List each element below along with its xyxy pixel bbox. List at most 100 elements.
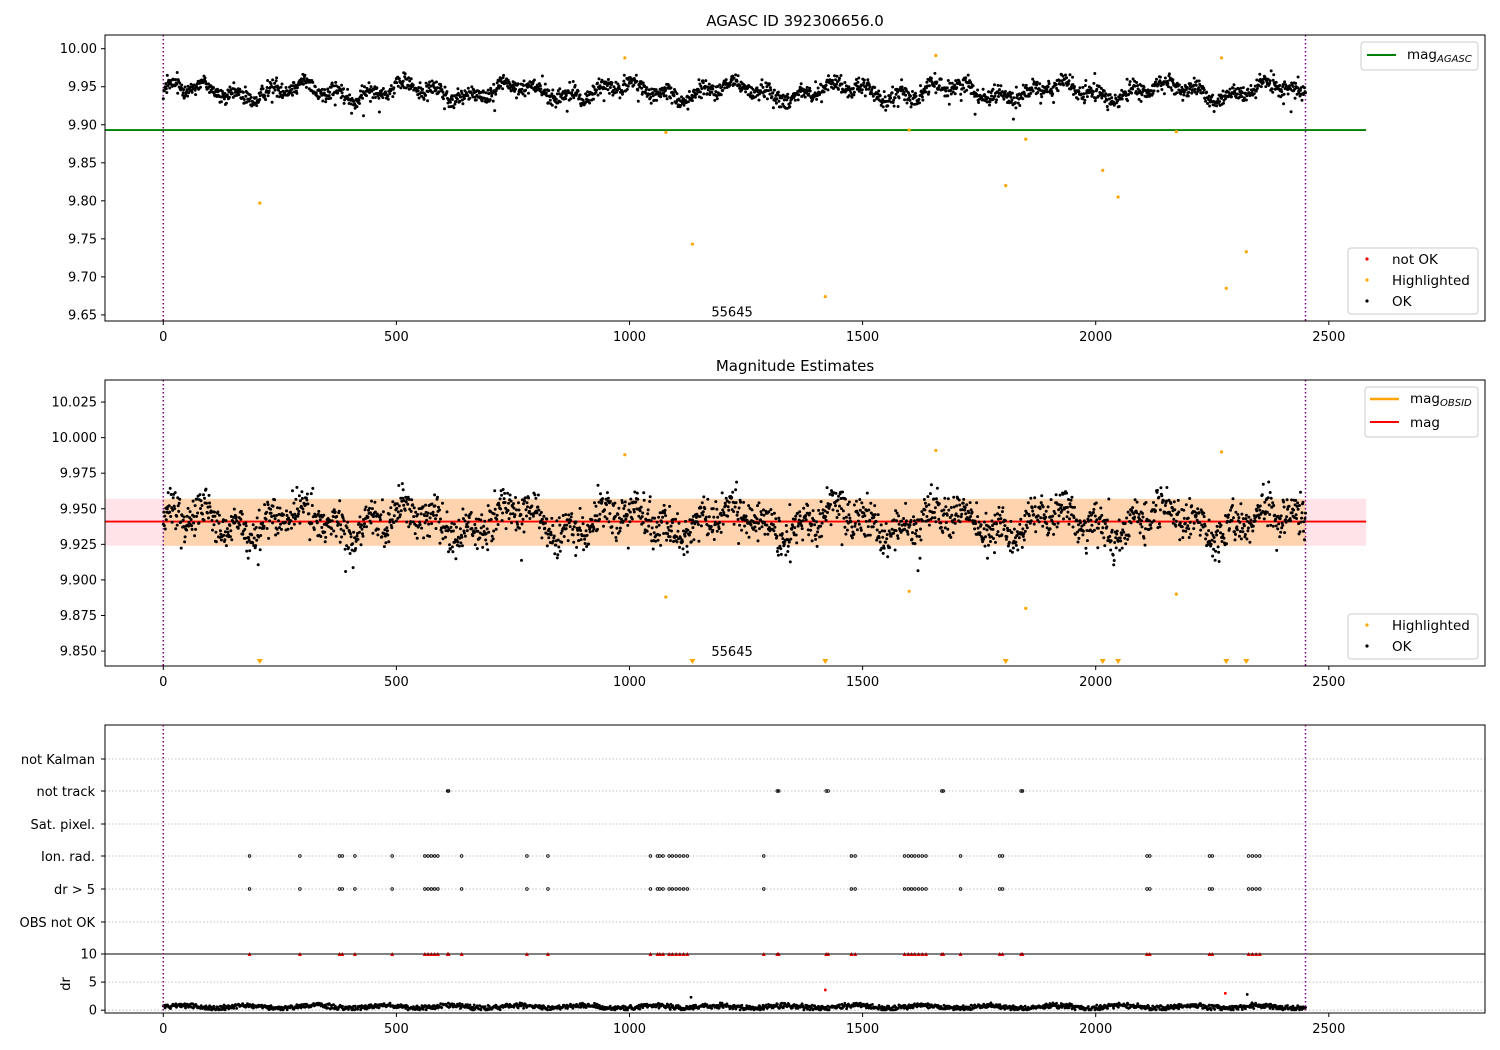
flag-row-label: dr > 5 [54,883,95,898]
ok-point [376,527,380,531]
ok-point [569,515,573,519]
ok-point [836,498,840,502]
ok-point [693,95,697,99]
ok-point [1178,521,1182,525]
ok-point [807,92,811,96]
ok-point [290,91,293,95]
ok-point [555,519,559,523]
ok-point [418,81,422,85]
ok-point [1002,528,1006,531]
ok-point [847,500,851,504]
ok-point [687,90,691,93]
ok-point [1083,98,1087,102]
ok-point [734,488,738,492]
ok-point [567,521,571,525]
ok-point [500,519,504,522]
ok-point [991,527,995,531]
ok-point [804,518,808,522]
ok-point [252,536,256,540]
ok-point [1197,86,1201,90]
ok-point [965,88,969,92]
ok-point [813,523,817,527]
ok-point [422,97,426,101]
ok-point [368,506,371,510]
ok-point [1158,79,1162,83]
ok-point [786,96,790,100]
ok-point [518,526,521,530]
ok-point [295,91,299,95]
ok-point [1021,534,1025,538]
ok-point [424,503,428,507]
ok-point [310,521,314,525]
ok-point [282,513,285,517]
ok-point [490,534,494,538]
ok-point [528,517,532,520]
ok-point [829,503,832,506]
ok-point [162,510,166,514]
ok-point [395,502,399,506]
ok-point [1120,88,1124,92]
ok-point [1108,534,1112,538]
ok-point [1072,516,1076,520]
ok-point [989,540,992,543]
ok-point [1127,534,1131,538]
ok-point [388,92,392,96]
ok-point [817,508,821,512]
ok-point [486,504,490,508]
ok-point [549,533,553,537]
ok-point [744,514,748,518]
ok-point [334,534,338,538]
ok-point [680,95,683,99]
highlighted-point [1174,130,1178,134]
ok-point [427,86,431,90]
ok-point [608,86,612,89]
ok-point [270,515,274,518]
ok-point [182,525,186,529]
ok-point [1279,530,1283,534]
ok-point [216,510,220,514]
ok-point [873,504,877,508]
ok-point [514,528,518,532]
ok-point [1067,82,1070,85]
ok-point [755,86,759,90]
ok-point [904,501,908,505]
ok-point [462,97,466,101]
ok-point [1196,507,1200,511]
ok-point [1056,89,1060,93]
ok-point [686,528,690,532]
ok-point [900,78,904,82]
y-tick-label: 10.00 [60,42,97,57]
ok-point [439,84,443,88]
ok-point [297,494,301,498]
ok-point [1224,97,1227,101]
ok-point [687,533,691,537]
ok-point [1215,533,1219,537]
ok-point [524,496,527,500]
ok-point [199,499,203,503]
ok-point [207,82,210,86]
ok-point [1113,541,1117,544]
ok-point [1066,510,1070,514]
ok-point [1212,536,1216,539]
ok-point [613,501,617,505]
ok-point [1210,538,1214,542]
ok-point [1034,86,1038,90]
ok-point [864,519,868,523]
ok-point [1053,522,1057,526]
ok-point [827,74,830,78]
ok-point [976,515,980,519]
ok-point [448,547,452,551]
ok-point [1138,531,1142,535]
ok-point [369,85,373,89]
ok-point [1030,506,1034,510]
ok-point [493,109,497,113]
ok-point [795,541,799,545]
ok-point [1124,542,1128,546]
ok-point [1024,523,1028,527]
ok-point [934,497,938,501]
ok-point [745,531,749,535]
ok-point [707,82,711,86]
ok-point [339,527,343,531]
ok-point [562,535,566,538]
ok-point [275,76,279,80]
